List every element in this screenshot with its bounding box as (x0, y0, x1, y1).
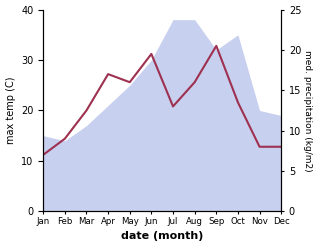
X-axis label: date (month): date (month) (121, 231, 204, 242)
Y-axis label: max temp (C): max temp (C) (5, 77, 16, 144)
Y-axis label: med. precipitation (kg/m2): med. precipitation (kg/m2) (303, 50, 313, 171)
